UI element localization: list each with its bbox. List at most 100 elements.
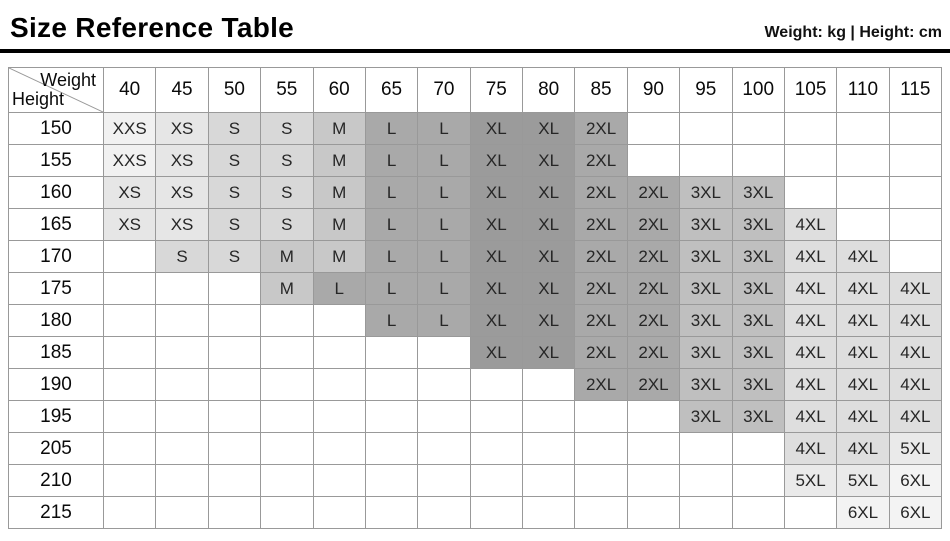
size-cell: 3XL xyxy=(731,272,785,305)
size-cell: M xyxy=(312,144,366,177)
empty-cell xyxy=(521,432,576,465)
empty-cell xyxy=(207,496,262,529)
size-cell: 3XL xyxy=(731,400,785,433)
size-cell: 4XL xyxy=(783,304,838,337)
size-cell: L xyxy=(364,144,419,177)
size-cell: L xyxy=(417,240,471,273)
size-cell: XS xyxy=(155,176,209,209)
empty-cell xyxy=(521,400,576,433)
size-cell: 3XL xyxy=(731,176,785,209)
size-cell: 3XL xyxy=(731,208,785,241)
empty-cell xyxy=(783,176,838,209)
size-cell: 2XL xyxy=(626,336,681,369)
table-row: 155 XXS XS S S M L L XL XL 2XL xyxy=(8,144,943,177)
empty-cell xyxy=(207,464,262,497)
empty-cell xyxy=(679,464,733,497)
empty-cell xyxy=(207,400,262,433)
table-row: 165 XS XS S S M L L XL XL 2XL 2XL 3XL 3XL 4XL xyxy=(8,208,943,241)
size-cell: XL xyxy=(521,208,576,241)
size-cell: S xyxy=(155,240,209,273)
size-cell: L xyxy=(417,144,471,177)
empty-cell xyxy=(731,496,785,529)
empty-cell xyxy=(102,464,157,497)
empty-cell xyxy=(679,144,733,177)
empty-cell xyxy=(417,400,471,433)
size-cell: XL xyxy=(521,144,576,177)
empty-cell xyxy=(364,464,419,497)
empty-cell xyxy=(155,496,209,529)
empty-cell xyxy=(260,400,314,433)
empty-cell xyxy=(417,336,471,369)
size-cell: 2XL xyxy=(574,272,628,305)
size-cell: XL xyxy=(521,272,576,305)
size-cell: XL xyxy=(469,208,524,241)
height-header-cell: 155 xyxy=(8,144,104,177)
size-cell: 2XL xyxy=(574,336,628,369)
size-cell: L xyxy=(364,240,419,273)
empty-cell xyxy=(417,496,471,529)
size-cell: 4XL xyxy=(888,400,943,433)
size-cell: XS xyxy=(102,208,157,241)
empty-cell xyxy=(312,336,366,369)
page-header: Size Reference Table Weight: kg | Height… xyxy=(0,0,950,53)
height-header-cell: 160 xyxy=(8,176,104,209)
empty-cell xyxy=(574,400,628,433)
size-cell: 4XL xyxy=(836,272,890,305)
empty-cell xyxy=(417,432,471,465)
empty-cell xyxy=(731,464,785,497)
empty-cell xyxy=(102,496,157,529)
empty-cell xyxy=(626,496,681,529)
size-cell: XS xyxy=(155,144,209,177)
size-cell: 3XL xyxy=(679,368,733,401)
height-header-cell: 195 xyxy=(8,400,104,433)
empty-cell xyxy=(364,368,419,401)
height-header-cell: 215 xyxy=(8,496,104,529)
empty-cell xyxy=(888,240,943,273)
size-cell: L xyxy=(364,272,419,305)
empty-cell xyxy=(207,368,262,401)
size-cell: 4XL xyxy=(783,240,838,273)
weight-header-cell: 50 xyxy=(207,67,262,113)
empty-cell xyxy=(260,304,314,337)
empty-cell xyxy=(574,464,628,497)
size-cell: XXS xyxy=(102,112,157,145)
units-label: Weight: kg | Height: cm xyxy=(764,24,942,41)
table-row: 185 XL XL 2XL 2XL 3XL 3XL 4XL 4XL 4XL xyxy=(8,336,943,369)
empty-cell xyxy=(102,432,157,465)
size-cell: 2XL xyxy=(626,240,681,273)
size-cell: XXS xyxy=(102,144,157,177)
empty-cell xyxy=(626,432,681,465)
size-cell: 4XL xyxy=(783,400,838,433)
empty-cell xyxy=(207,336,262,369)
size-cell: 4XL xyxy=(836,368,890,401)
size-cell: XL xyxy=(469,240,524,273)
empty-cell xyxy=(888,144,943,177)
table-row: 150 XXS XS S S M L L XL XL 2XL xyxy=(8,112,943,145)
size-cell: XS xyxy=(102,176,157,209)
size-cell: 2XL xyxy=(574,368,628,401)
empty-cell xyxy=(521,496,576,529)
size-cell: 5XL xyxy=(783,464,838,497)
empty-cell xyxy=(102,240,157,273)
empty-cell xyxy=(102,272,157,305)
size-cell: 2XL xyxy=(626,272,681,305)
size-cell: 2XL xyxy=(574,144,628,177)
size-cell: 3XL xyxy=(679,336,733,369)
size-cell: 3XL xyxy=(679,272,733,305)
empty-cell xyxy=(836,208,890,241)
size-cell: M xyxy=(260,240,314,273)
corner-height-label: Height xyxy=(12,89,65,109)
size-cell: L xyxy=(417,304,471,337)
empty-cell xyxy=(312,304,366,337)
empty-cell xyxy=(312,496,366,529)
size-cell: S xyxy=(260,112,314,145)
size-cell: S xyxy=(260,208,314,241)
size-reference-table: Weight Height 40 45 50 55 60 65 70 75 80 85 90 95 10… xyxy=(8,67,943,529)
empty-cell xyxy=(207,272,262,305)
table-row: 195 3XL 3XL 4XL 4XL 4XL xyxy=(8,400,943,433)
size-cell: XS xyxy=(155,208,209,241)
size-cell: 3XL xyxy=(731,304,785,337)
size-cell: XL xyxy=(521,112,576,145)
empty-cell xyxy=(888,112,943,145)
weight-header-cell: 70 xyxy=(417,67,471,113)
